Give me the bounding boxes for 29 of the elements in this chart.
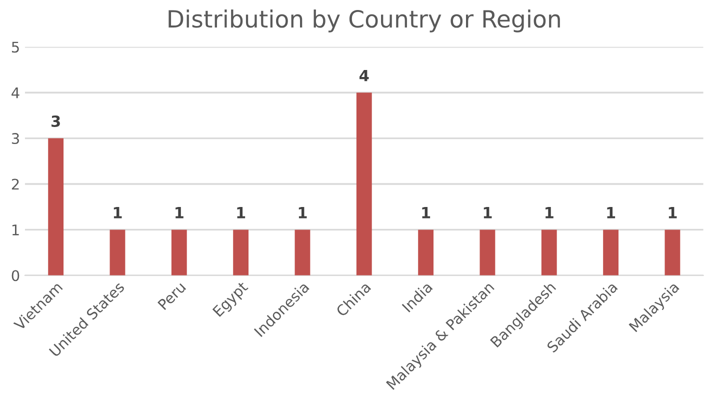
bar: [418, 230, 434, 276]
y-tick-label: 2: [12, 178, 19, 190]
data-label: 1: [484, 207, 492, 218]
bar: [233, 230, 249, 276]
bar: [110, 230, 126, 276]
bar: [356, 92, 372, 276]
bar: [171, 230, 187, 276]
data-label: 1: [237, 207, 246, 218]
bar: [480, 230, 496, 276]
data-label: 1: [114, 207, 122, 218]
y-tick-label: 4: [12, 88, 20, 98]
bar: [603, 230, 618, 276]
y-tick-label: 5: [12, 42, 19, 53]
y-tick-label: 0: [12, 270, 20, 282]
bar: [48, 138, 64, 276]
bar: [294, 230, 310, 276]
data-label: 1: [668, 207, 677, 218]
data-label: 1: [176, 207, 184, 218]
data-label: 1: [298, 207, 307, 218]
bar: [664, 230, 680, 276]
y-tick-label: 1: [12, 224, 19, 236]
y-tick-label: 3: [12, 133, 19, 144]
data-label: 1: [607, 207, 616, 218]
data-label: 1: [546, 207, 554, 218]
data-label: 3: [52, 115, 60, 128]
data-label: 4: [360, 70, 369, 82]
chart-title: Distribution by Country or Region: [168, 10, 560, 32]
data-label: 1: [422, 207, 430, 218]
bar: [541, 230, 557, 276]
